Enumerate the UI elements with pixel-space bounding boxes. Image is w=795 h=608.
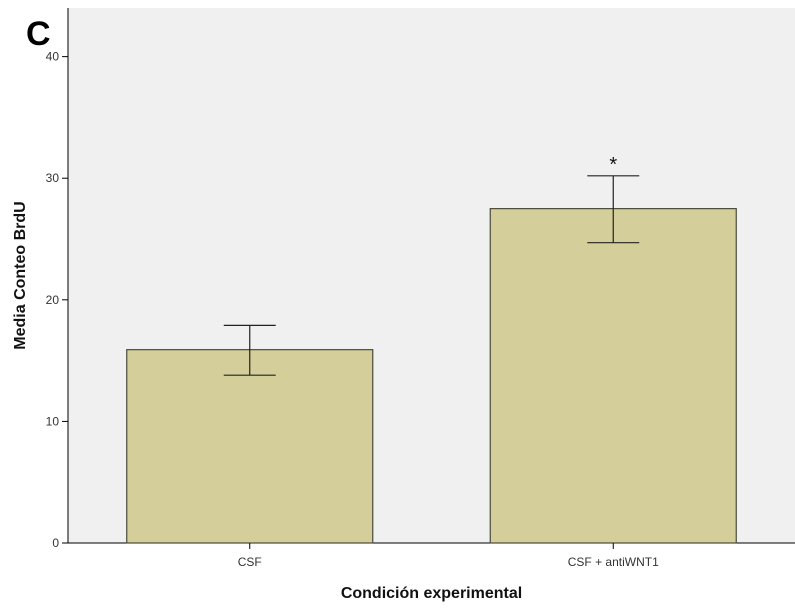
x-axis-title: Condición experimental (341, 585, 522, 602)
y-axis-ticks: 0 10 20 30 40 (46, 50, 68, 550)
bar (126, 349, 374, 544)
x-tick-label: CSF + antiWNT1 (568, 555, 659, 569)
x-axis-ticks: CSF CSF + antiWNT1 (238, 543, 659, 569)
bars (126, 208, 737, 544)
y-axis-title: Media Conteo BrdU (12, 201, 29, 349)
y-tick-label: 30 (46, 171, 60, 185)
y-tick-label: 10 (46, 414, 60, 428)
annotations: * (609, 154, 617, 176)
y-tick-label: 40 (46, 50, 60, 64)
significance-marker: * (609, 154, 617, 176)
bar (489, 208, 737, 544)
panel-label: C (26, 15, 51, 53)
x-tick-label: CSF (238, 555, 262, 569)
error-bars (223, 175, 640, 376)
y-tick-label: 20 (46, 293, 60, 307)
y-tick-label: 0 (52, 536, 59, 550)
